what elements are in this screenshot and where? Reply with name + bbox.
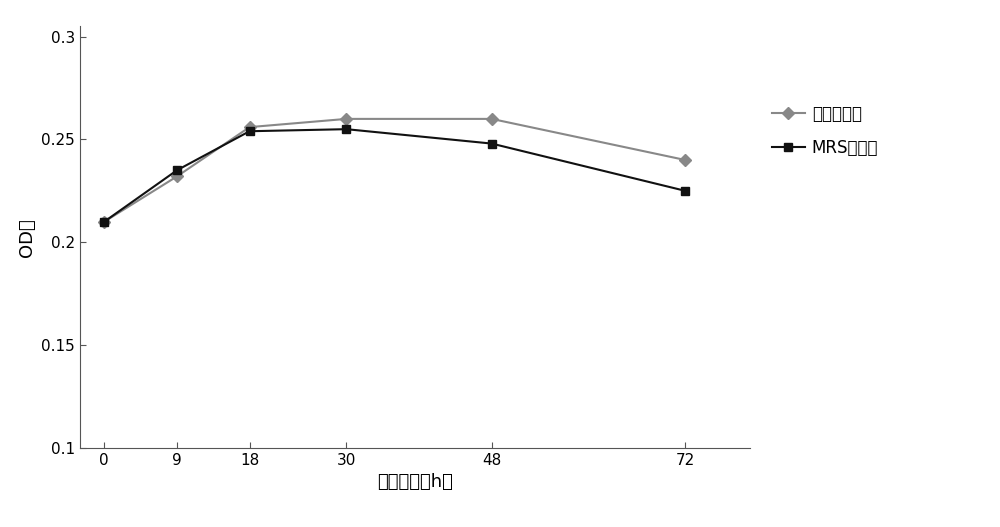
MRS培养基 [679,188,691,194]
MRS培养基 [171,167,183,173]
MRS培养基 [244,128,256,134]
X-axis label: 培养时间（h）: 培养时间（h） [377,473,453,491]
Y-axis label: OD値: OD値 [18,218,36,257]
MRS培养基 [486,140,498,147]
优化培养基 [98,219,110,225]
Line: 优化培养基: 优化培养基 [100,115,690,226]
优化培养基 [171,173,183,180]
MRS培养基 [340,126,352,132]
MRS培养基 [98,219,110,225]
优化培养基 [244,124,256,130]
优化培养基 [679,157,691,163]
Legend: 优化培养基, MRS培养基: 优化培养基, MRS培养基 [765,98,885,164]
优化培养基 [340,116,352,122]
优化培养基 [486,116,498,122]
Line: MRS培养基: MRS培养基 [100,125,690,226]
